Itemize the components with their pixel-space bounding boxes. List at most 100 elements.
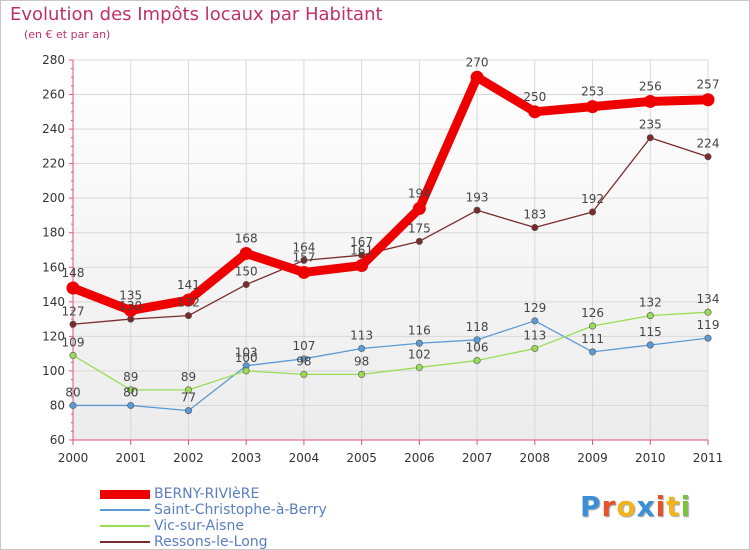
legend-item: Vic-sur-Aisne (100, 518, 327, 534)
data-point (704, 334, 712, 342)
legend-item: Ressons-le-Long (100, 534, 327, 550)
data-label: 270 (466, 55, 489, 69)
data-point (242, 281, 250, 289)
data-point (355, 259, 369, 273)
chart-title: Evolution des Impôts locaux par Habitant (10, 4, 383, 25)
series-line-2 (72, 311, 709, 391)
data-point (300, 370, 308, 378)
data-label: 103 (235, 346, 258, 360)
x-tick-label: 2008 (520, 451, 551, 465)
data-point (704, 153, 712, 161)
plot-area (73, 60, 708, 440)
series-line-1 (72, 320, 709, 412)
legend-swatch (100, 541, 150, 543)
legend-item: BERNY-RIVIèRE (100, 486, 327, 502)
data-label: 253 (581, 85, 604, 99)
data-point (124, 303, 138, 317)
data-label: 129 (523, 301, 546, 315)
logo-letter: x (636, 490, 656, 523)
x-tick-label: 2003 (231, 451, 262, 465)
data-label: 77 (181, 391, 196, 405)
x-tick-label: 2006 (404, 451, 435, 465)
data-label: 256 (639, 79, 662, 93)
data-label: 132 (177, 296, 200, 310)
data-point (184, 407, 192, 415)
data-label: 98 (354, 354, 369, 368)
data-point (184, 312, 192, 320)
data-point (473, 357, 481, 365)
proxiti-logo: Proxiti (580, 490, 691, 523)
data-point (701, 93, 715, 107)
data-point (643, 94, 657, 108)
logo-letter: i (655, 490, 667, 523)
legend-label: Ressons-le-Long (154, 534, 268, 550)
data-point (242, 367, 250, 375)
data-label: 89 (181, 370, 196, 384)
data-point (358, 344, 366, 352)
data-label: 107 (292, 339, 315, 353)
y-tick-label: 140 (42, 295, 65, 309)
logo-letter: P (580, 490, 602, 523)
data-point (646, 341, 654, 349)
data-point (412, 202, 426, 216)
data-point (531, 224, 539, 232)
data-point (69, 401, 77, 409)
data-point (589, 208, 597, 216)
data-label: 161 (350, 244, 373, 258)
x-tick-label: 2007 (462, 451, 493, 465)
legend-swatch (100, 525, 150, 527)
y-tick-label: 180 (42, 226, 65, 240)
y-tick-label: 120 (42, 329, 65, 343)
data-point (297, 265, 311, 279)
data-point (184, 386, 192, 394)
data-point (66, 281, 80, 295)
data-label: 257 (697, 78, 720, 92)
data-point (646, 312, 654, 320)
data-point (589, 322, 597, 330)
y-tick-label: 240 (42, 122, 65, 136)
y-tick-label: 260 (42, 88, 65, 102)
data-label: 127 (62, 304, 85, 318)
x-tick-label: 2000 (58, 451, 89, 465)
data-label: 183 (523, 208, 546, 222)
y-tick-label: 280 (42, 53, 65, 67)
data-label: 175 (408, 221, 431, 235)
x-tick-label: 2001 (115, 451, 146, 465)
data-label: 132 (639, 296, 662, 310)
data-label: 164 (292, 240, 315, 254)
logo-letter: i (680, 490, 692, 523)
data-label: 89 (123, 370, 138, 384)
data-point (470, 70, 484, 84)
data-label: 193 (466, 190, 489, 204)
data-label: 194 (408, 187, 431, 201)
data-point (358, 370, 366, 378)
data-point (531, 317, 539, 325)
data-point (473, 206, 481, 214)
legend-label: BERNY-RIVIèRE (154, 486, 260, 502)
legend-swatch (100, 489, 150, 499)
series-lines (66, 70, 715, 415)
data-point (415, 237, 423, 245)
data-label: 150 (235, 265, 258, 279)
data-label: 148 (62, 266, 85, 280)
data-point (415, 363, 423, 371)
series-line-0 (68, 72, 713, 315)
data-label: 98 (296, 354, 311, 368)
y-tick-label: 200 (42, 191, 65, 205)
logo-letter: r (601, 490, 617, 523)
data-label: 106 (466, 341, 489, 355)
data-point (646, 134, 654, 142)
legend-label: Vic-sur-Aisne (154, 518, 244, 534)
x-tick-label: 2009 (577, 451, 608, 465)
y-tick-label: 100 (42, 364, 65, 378)
x-tick-label: 2004 (289, 451, 320, 465)
y-tick-label: 220 (42, 157, 65, 171)
logo-letter: o (616, 490, 637, 523)
data-label: 126 (581, 306, 604, 320)
y-tick-label: 160 (42, 260, 65, 274)
x-tick-label: 2002 (173, 451, 204, 465)
legend-label: Saint-Christophe-à-Berry (154, 502, 327, 518)
data-label: 111 (581, 332, 604, 346)
legend-item: Saint-Christophe-à-Berry (100, 502, 327, 518)
